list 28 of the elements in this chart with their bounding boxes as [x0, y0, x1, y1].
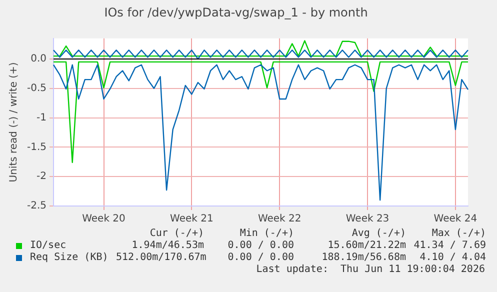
- text: Last update: Thu Jun 11 19:00:04 2026: [255, 264, 486, 276]
- legend-label: IO/sec: [30, 240, 66, 252]
- y-tick-label: -0.5: [26, 82, 47, 94]
- y-tick-label: -1.5: [26, 142, 47, 153]
- x-tick-label: Week 22: [258, 214, 302, 225]
- text: Cur (-/+): [148, 228, 204, 240]
- chart-title: IOs for /dev/ywpData-vg/swap_1 - by month: [104, 5, 368, 20]
- text: 0.00 / 0.00: [228, 252, 294, 263]
- y-tick-label: -2: [36, 171, 47, 182]
- x-tick-label: Week 24: [434, 214, 478, 225]
- y-tick-label: -1: [36, 112, 47, 124]
- text: 188.19m/56.68m: [320, 252, 406, 264]
- text: 4.10 / 4.04: [418, 252, 486, 264]
- y-tick-label: 0.0: [30, 54, 47, 65]
- x-tick-label: Week 20: [82, 214, 126, 225]
- text: 41.34 / 7.69: [412, 240, 486, 252]
- text: 512.00m/170.67m: [116, 252, 206, 264]
- x-tick-label: Week 21: [170, 214, 214, 225]
- y-tick-label: -2.5: [26, 200, 47, 212]
- text: Max (-/+): [430, 228, 486, 240]
- y-axis-title: Units read (-) / write (+): [8, 62, 20, 182]
- text: 1.94m/46.53m: [130, 240, 204, 252]
- x-tick-label: Week 23: [346, 214, 390, 225]
- text: 0.00 / 0.00: [226, 240, 294, 252]
- legend-label: Req Size (KB): [30, 252, 108, 264]
- text: Min (-/+): [238, 228, 294, 240]
- text: 15.60m/21.22m: [326, 240, 406, 252]
- text: Avg (-/+): [350, 228, 406, 240]
